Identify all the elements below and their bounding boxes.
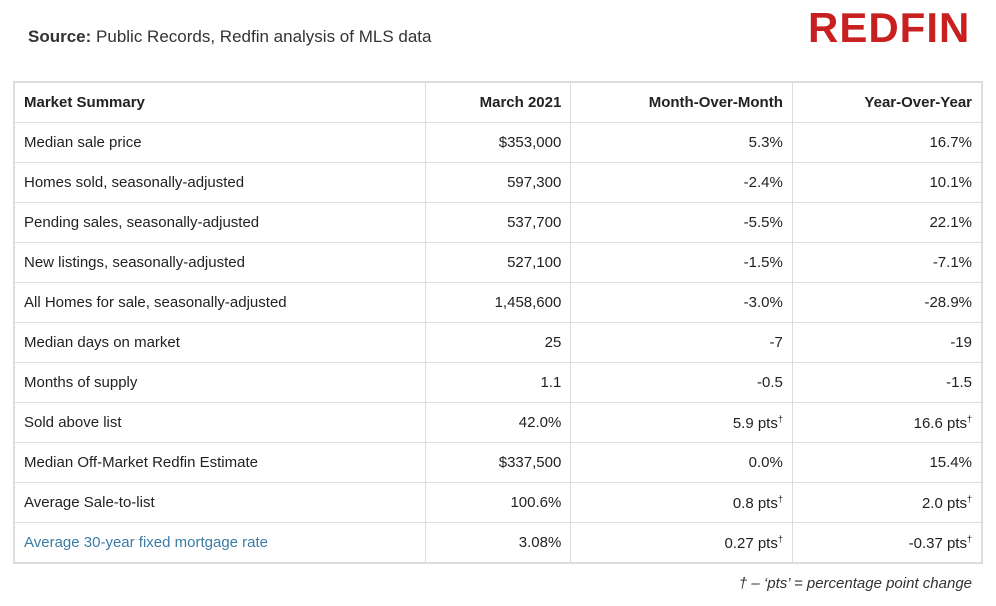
table-row: Average 30-year fixed mortgage rate 3.08%… [13, 522, 983, 564]
table-body: Median sale price $353,000 5.3% 16.7% Homes … [13, 122, 983, 564]
column-header: Year-Over-Year [791, 81, 983, 123]
table-cell: 16.7% [791, 122, 983, 163]
table-row: Median days on market 25 -7 -19 [13, 322, 983, 363]
table-cell: 22.1% [791, 202, 983, 243]
table-cell: Sold above list [13, 402, 426, 443]
footnote-mark: † [777, 413, 783, 424]
footnote-mark: † [966, 413, 972, 424]
table-cell: 3.08% [424, 522, 572, 564]
summary-table: Market Summary March 2021 Month-Over-Month… [13, 81, 983, 564]
column-header: March 2021 [424, 81, 572, 123]
table-cell: Homes sold, seasonally-adjusted [13, 162, 426, 203]
footnote-mark: † [966, 533, 972, 544]
table-cell: -28.9% [791, 282, 983, 323]
table-cell: Median sale price [13, 122, 426, 163]
table-cell: Months of supply [13, 362, 426, 403]
table-cell: 16.6 pts† [791, 402, 983, 443]
table-cell: -1.5% [570, 242, 793, 283]
table-cell: 42.0% [424, 402, 572, 443]
table-cell: -0.37 pts† [791, 522, 983, 564]
table-cell: 25 [424, 322, 572, 363]
table-cell: -7 [570, 322, 793, 363]
table-cell: 5.3% [570, 122, 793, 163]
cell-text: 2.0 pts [921, 494, 967, 512]
table-cell: -1.5 [791, 362, 983, 403]
table-row: Median Off-Market Redfin Estimate $337,50… [13, 442, 983, 483]
table-cell: 0.0% [570, 442, 793, 483]
source-label: Source: [28, 27, 92, 46]
table-cell: Average 30-year fixed mortgage rate [13, 522, 426, 564]
source-text: Public Records, Redfin analysis of MLS d… [96, 27, 432, 46]
table-cell: 15.4% [791, 442, 983, 483]
table-cell: 2.0 pts† [791, 482, 983, 523]
table-cell: New listings, seasonally-adjusted [13, 242, 426, 283]
table-cell: Pending sales, seasonally-adjusted [13, 202, 426, 243]
table-cell: 0.8 pts† [570, 482, 793, 523]
table-cell: 0.27 pts† [570, 522, 793, 564]
table-row: Sold above list 42.0% 5.9 pts† 16.6 pts† [13, 402, 983, 443]
table-row: Median sale price $353,000 5.3% 16.7% [13, 122, 983, 163]
table-cell: 100.6% [424, 482, 572, 523]
footnote-mark: † [966, 493, 972, 504]
table-cell: 10.1% [791, 162, 983, 203]
table-cell: -3.0% [570, 282, 793, 323]
table-cell: 597,300 [424, 162, 572, 203]
cell-text: 0.27 pts [724, 534, 778, 552]
row-link[interactable]: Average 30-year fixed mortgage rate [24, 534, 269, 551]
table-cell: -7.1% [791, 242, 983, 283]
table-cell: All Homes for sale, seasonally-adjusted [13, 282, 426, 323]
table-cell: Median Off-Market Redfin Estimate [13, 442, 426, 483]
table-row: Months of supply 1.1 -0.5 -1.5 [13, 362, 983, 403]
table-cell: -0.5 [570, 362, 793, 403]
cell-text: 5.9 pts [732, 414, 778, 432]
table-cell: 527,100 [424, 242, 572, 283]
table-cell: -2.4% [570, 162, 793, 203]
table-cell: 1,458,600 [424, 282, 572, 323]
footnote-mark: † [777, 533, 783, 544]
table-cell: 1.1 [424, 362, 572, 403]
source: Source: Public Records, Redfin analysis … [28, 27, 431, 47]
table-cell: $353,000 [424, 122, 572, 163]
footnote-mark: † [777, 493, 783, 504]
table-cell: $337,500 [424, 442, 572, 483]
column-header: Month-Over-Month [570, 81, 793, 123]
table-cell: -5.5% [570, 202, 793, 243]
table-row: New listings, seasonally-adjusted 527,100… [13, 242, 983, 283]
table-row: All Homes for sale, seasonally-adjusted 1… [13, 282, 983, 323]
cell-text: 16.6 pts [913, 414, 967, 432]
footnote: † – ‘pts’ = percentage point change [738, 575, 972, 592]
table-row: Homes sold, seasonally-adjusted 597,300 -2… [13, 162, 983, 203]
table-cell: -19 [791, 322, 983, 363]
column-header: Market Summary [13, 81, 426, 123]
table-cell: Average Sale-to-list [13, 482, 426, 523]
table-cell: 5.9 pts† [570, 402, 793, 443]
logo: REDFIN [808, 4, 971, 51]
header-row: Market Summary March 2021 Month-Over-Month… [13, 81, 983, 123]
table-row: Pending sales, seasonally-adjusted 537,70… [13, 202, 983, 243]
table-cell: 537,700 [424, 202, 572, 243]
table-cell: Median days on market [13, 322, 426, 363]
table-row: Average Sale-to-list 100.6% 0.8 pts† 2.0 pt… [13, 482, 983, 523]
cell-text: -0.37 pts [908, 534, 967, 552]
cell-text: 0.8 pts [732, 494, 778, 512]
